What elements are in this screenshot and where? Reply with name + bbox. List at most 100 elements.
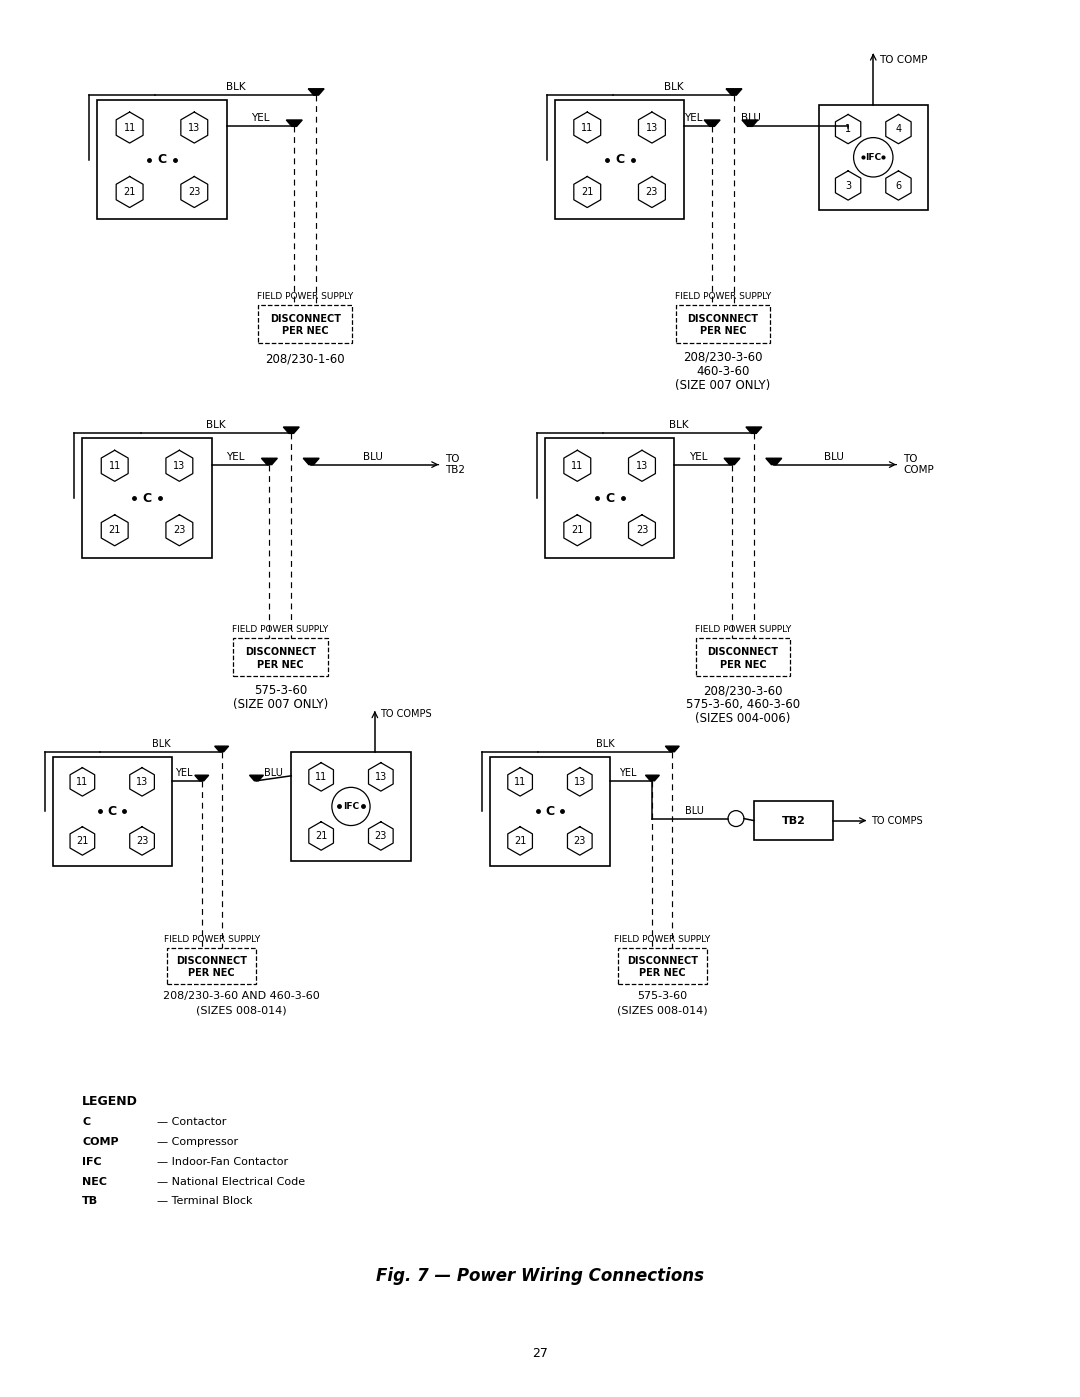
Text: (SIZES 008-014): (SIZES 008-014) [617,1006,707,1016]
Text: FIELD POWER SUPPLY: FIELD POWER SUPPLY [675,292,771,302]
Text: BLK: BLK [151,739,171,749]
Text: BLU: BLU [824,451,843,461]
Text: — Terminal Block: — Terminal Block [157,1196,253,1207]
Text: 575-3-60: 575-3-60 [254,685,307,697]
Text: TB: TB [82,1196,98,1207]
Text: 11: 11 [77,777,89,787]
Text: C: C [615,154,624,166]
Text: C: C [108,805,117,817]
Polygon shape [283,427,299,433]
Text: 460-3-60: 460-3-60 [697,365,750,377]
Text: TO
TB2: TO TB2 [445,454,465,475]
Text: 23: 23 [636,525,648,535]
Text: TO COMP: TO COMP [879,56,928,66]
Text: FIELD POWER SUPPLY: FIELD POWER SUPPLY [232,626,328,634]
Text: PER NEC: PER NEC [282,327,328,337]
Text: 11: 11 [514,777,526,787]
Text: 13: 13 [375,773,387,782]
Bar [292,752,410,861]
Text: 21: 21 [108,525,121,535]
Text: 23: 23 [173,525,186,535]
Text: 11: 11 [109,461,121,471]
Text: 6: 6 [895,180,902,190]
Text: PER NEC: PER NEC [257,659,303,669]
Text: DISCONNECT: DISCONNECT [176,956,247,965]
Text: 208/230-3-60: 208/230-3-60 [703,685,783,697]
Text: 23: 23 [136,835,148,847]
Text: 13: 13 [646,123,658,133]
Bar [618,947,707,983]
Bar [545,439,674,557]
Polygon shape [308,89,324,95]
Text: — Contactor: — Contactor [157,1116,227,1127]
Polygon shape [261,458,278,465]
Text: 27: 27 [532,1347,548,1361]
Polygon shape [704,120,720,126]
Text: 208/230-3-60: 208/230-3-60 [684,351,762,363]
Text: 575-3-60, 460-3-60: 575-3-60, 460-3-60 [686,698,800,711]
Text: 11: 11 [571,461,583,471]
Text: IFC: IFC [865,152,881,162]
Text: 23: 23 [573,835,586,847]
Text: TO COMPS: TO COMPS [872,816,923,826]
Text: YEL: YEL [619,768,637,778]
Text: 21: 21 [315,831,327,841]
Text: BLK: BLK [669,420,688,430]
Text: Fig. 7 — Power Wiring Connections: Fig. 7 — Power Wiring Connections [376,1267,704,1285]
Polygon shape [215,746,229,752]
Text: TO COMPS: TO COMPS [380,708,431,719]
Polygon shape [726,89,742,95]
Polygon shape [724,458,740,465]
Polygon shape [646,775,660,781]
Text: YEL: YEL [175,768,192,778]
Polygon shape [286,120,302,126]
Text: C: C [605,492,615,504]
Text: BLU: BLU [741,113,760,123]
Bar [676,305,770,342]
Text: BLU: BLU [265,768,283,778]
Text: 1: 1 [845,124,851,134]
Bar [53,757,172,866]
Text: TB2: TB2 [782,816,806,826]
Text: NEC: NEC [82,1176,107,1186]
Text: 23: 23 [375,831,387,841]
Bar [555,101,685,219]
Text: PER NEC: PER NEC [639,968,686,978]
Text: 21: 21 [571,525,583,535]
Text: YEL: YEL [684,113,702,123]
Text: 21: 21 [123,187,136,197]
Text: DISCONNECT: DISCONNECT [688,314,758,324]
Text: — Compressor: — Compressor [157,1137,238,1147]
Text: 23: 23 [188,187,201,197]
Text: BLU: BLU [364,451,383,461]
Text: (SIZES 008-014): (SIZES 008-014) [197,1006,287,1016]
Text: FIELD POWER SUPPLY: FIELD POWER SUPPLY [257,292,353,302]
Text: 13: 13 [188,123,201,133]
Text: YEL: YEL [252,113,270,123]
Polygon shape [249,775,264,781]
Text: 3: 3 [845,180,851,190]
Text: DISCONNECT: DISCONNECT [626,956,698,965]
Bar [819,105,928,210]
Text: 11: 11 [123,123,136,133]
Text: IFC: IFC [82,1157,102,1166]
Text: 208/230-3-60 AND 460-3-60: 208/230-3-60 AND 460-3-60 [163,992,320,1002]
Bar [258,305,352,342]
Text: — National Electrical Code: — National Electrical Code [157,1176,306,1186]
Text: BLU: BLU [685,806,704,816]
Text: FIELD POWER SUPPLY: FIELD POWER SUPPLY [163,935,260,944]
Text: DISCONNECT: DISCONNECT [245,647,315,658]
Polygon shape [766,458,782,465]
Polygon shape [194,775,208,781]
Text: C: C [545,805,554,817]
Bar [754,800,834,841]
Text: C: C [158,154,166,166]
Text: PER NEC: PER NEC [719,659,767,669]
Text: DISCONNECT: DISCONNECT [270,314,340,324]
Text: 575-3-60: 575-3-60 [637,992,688,1002]
Polygon shape [742,120,758,126]
Text: C: C [82,1116,91,1127]
Text: FIELD POWER SUPPLY: FIELD POWER SUPPLY [694,626,791,634]
Text: PER NEC: PER NEC [700,327,746,337]
Text: IFC: IFC [343,802,359,810]
